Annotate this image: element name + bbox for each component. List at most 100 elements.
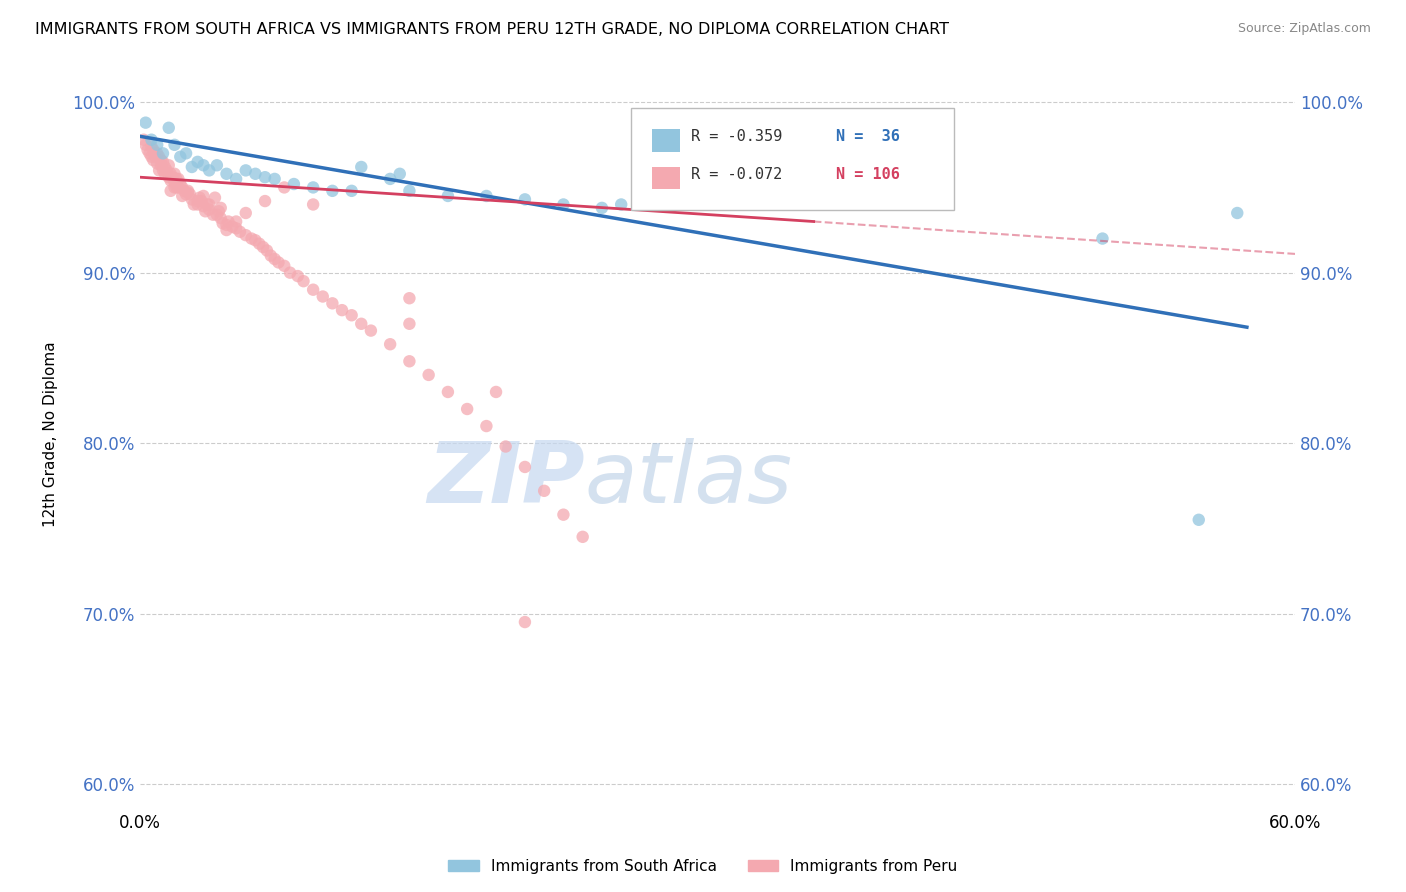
Point (180, 192, 202, 206)
Point (208, 204, 231, 219)
Legend: Immigrants from South Africa, Immigrants from Peru: Immigrants from South Africa, Immigrants… (443, 853, 963, 880)
Point (273, 259, 295, 273)
Point (167, 180, 190, 194)
Point (260, 249, 283, 263)
Point (253, 170, 276, 185)
Point (235, 163, 257, 178)
Point (225, 214, 247, 228)
Text: N =  36: N = 36 (837, 129, 900, 145)
Point (513, 459, 536, 474)
Point (159, 184, 181, 198)
Point (287, 268, 309, 283)
Point (148, 150, 170, 164)
Point (245, 233, 267, 247)
Point (245, 167, 267, 181)
Bar (651, 129, 681, 152)
Point (278, 266, 301, 280)
Point (330, 303, 353, 318)
Point (174, 146, 197, 161)
Point (193, 158, 215, 172)
Point (215, 218, 238, 232)
Point (235, 228, 257, 243)
Point (340, 308, 363, 322)
Bar (651, 167, 681, 189)
Point (215, 167, 238, 181)
Point (495, 440, 517, 454)
Point (235, 206, 257, 220)
Point (247, 236, 270, 251)
Text: N = 106: N = 106 (837, 167, 900, 182)
Point (591, 201, 613, 215)
Point (240, 231, 263, 245)
Point (302, 180, 325, 194)
Text: ZIP: ZIP (427, 438, 585, 521)
Point (136, 143, 159, 157)
Point (267, 255, 290, 269)
Text: atlas: atlas (585, 438, 793, 521)
Point (388, 167, 411, 181)
Point (153, 160, 176, 174)
Point (610, 197, 633, 211)
Point (159, 173, 181, 187)
Point (172, 180, 194, 194)
Point (1226, 206, 1249, 220)
Point (194, 204, 217, 219)
Point (180, 160, 202, 174)
Point (263, 172, 285, 186)
Point (159, 167, 181, 181)
Point (205, 208, 228, 222)
Point (157, 158, 180, 172)
Point (172, 189, 194, 203)
Point (173, 184, 195, 198)
Point (215, 223, 238, 237)
Point (135, 137, 157, 152)
Point (141, 150, 163, 164)
Point (221, 219, 243, 234)
Point (202, 208, 225, 222)
Point (475, 419, 498, 434)
Point (135, 116, 157, 130)
Point (263, 252, 285, 266)
Point (378, 337, 401, 351)
Point (177, 186, 200, 200)
Point (165, 172, 187, 186)
Point (162, 170, 184, 185)
Text: Source: ZipAtlas.com: Source: ZipAtlas.com (1237, 22, 1371, 36)
Point (350, 160, 373, 174)
Point (456, 402, 478, 417)
Point (211, 216, 233, 230)
Point (398, 317, 420, 331)
Point (167, 172, 190, 186)
Point (152, 154, 174, 169)
Point (252, 240, 274, 254)
Point (283, 177, 305, 191)
Point (312, 289, 335, 303)
Point (513, 192, 536, 206)
Point (398, 291, 420, 305)
Point (165, 180, 187, 194)
Point (152, 146, 174, 161)
Point (187, 197, 209, 211)
Point (340, 184, 363, 198)
Point (398, 354, 420, 368)
Point (253, 194, 276, 208)
Point (217, 214, 239, 228)
Point (350, 317, 373, 331)
Point (225, 172, 247, 186)
Point (157, 120, 180, 135)
Point (398, 184, 420, 198)
Point (146, 146, 169, 161)
Point (321, 296, 343, 310)
Point (142, 153, 165, 168)
Point (553, 508, 575, 522)
Point (418, 368, 440, 382)
Point (360, 324, 382, 338)
Point (143, 150, 166, 164)
Point (190, 194, 212, 208)
Point (437, 189, 460, 203)
Point (163, 137, 186, 152)
Text: R = -0.359: R = -0.359 (690, 129, 782, 145)
Point (1091, 231, 1114, 245)
Point (198, 197, 221, 211)
Point (146, 156, 169, 170)
